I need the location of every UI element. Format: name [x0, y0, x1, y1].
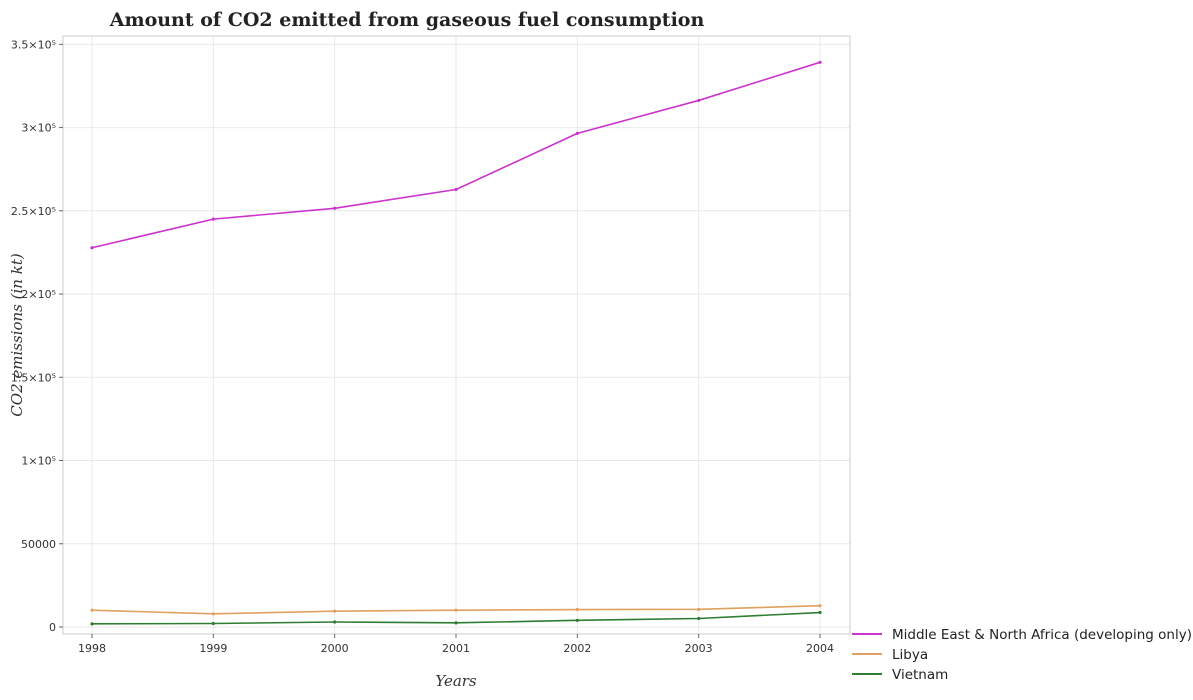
data-point — [697, 98, 701, 103]
data-point — [818, 60, 822, 64]
y-tick-label: 2×10⁵ — [21, 288, 56, 301]
data-point — [211, 612, 215, 616]
x-tick-label: 2003 — [685, 642, 713, 655]
data-point — [333, 206, 337, 210]
y-tick-label: 1.5×10⁵ — [11, 371, 56, 384]
x-tick-label: 2004 — [806, 642, 834, 655]
x-tick-label: 2002 — [563, 642, 591, 655]
legend-label: Vietnam — [892, 667, 948, 683]
y-axis-ticks: 0 50000 1×10⁵ 1.5×10⁵ 2×10⁵ 2.5×10⁵ 3×10⁵ 3.5×1… — [11, 38, 63, 634]
data-point — [211, 621, 215, 626]
series-lines — [90, 60, 822, 626]
data-point — [575, 131, 579, 135]
legend-label: Libya — [892, 647, 928, 663]
data-point — [575, 618, 579, 622]
data-point — [818, 604, 822, 608]
data-point — [454, 621, 458, 625]
data-point — [90, 608, 94, 612]
x-tick-label: 1998 — [78, 642, 106, 655]
y-tick-label: 3×10⁵ — [21, 122, 56, 135]
data-point — [90, 246, 94, 250]
y-tick-label: 3.5×10⁵ — [11, 38, 56, 51]
data-point — [697, 607, 701, 611]
y-tick-label: 0 — [49, 621, 56, 634]
data-point — [333, 620, 337, 624]
data-point — [697, 616, 701, 621]
y-tick-label: 1×10⁵ — [21, 455, 56, 468]
y-tick-label: 2.5×10⁵ — [11, 205, 56, 218]
data-point — [454, 608, 458, 612]
x-tick-label: 1999 — [199, 642, 227, 655]
data-point — [333, 609, 337, 613]
grid-lines — [63, 36, 850, 634]
data-point — [211, 217, 215, 221]
x-tick-label: 2000 — [321, 642, 349, 655]
y-tick-label: 50000 — [21, 538, 56, 551]
x-axis-label: Years — [435, 672, 477, 690]
data-point — [454, 187, 458, 192]
legend-label: Middle East & North Africa (developing o… — [892, 627, 1192, 643]
legend: Middle East & North Africa (developing o… — [852, 627, 1192, 683]
data-point — [90, 622, 94, 626]
x-tick-label: 2001 — [442, 642, 470, 655]
data-point — [575, 607, 579, 612]
chart-title: Amount of CO2 emitted from gaseous fuel … — [109, 9, 705, 31]
data-point — [818, 610, 822, 615]
x-axis-ticks: 1998 1999 2000 2001 2002 2003 2004 — [78, 634, 834, 655]
y-axis-label: CO2 emissions (in kt) — [8, 253, 26, 417]
